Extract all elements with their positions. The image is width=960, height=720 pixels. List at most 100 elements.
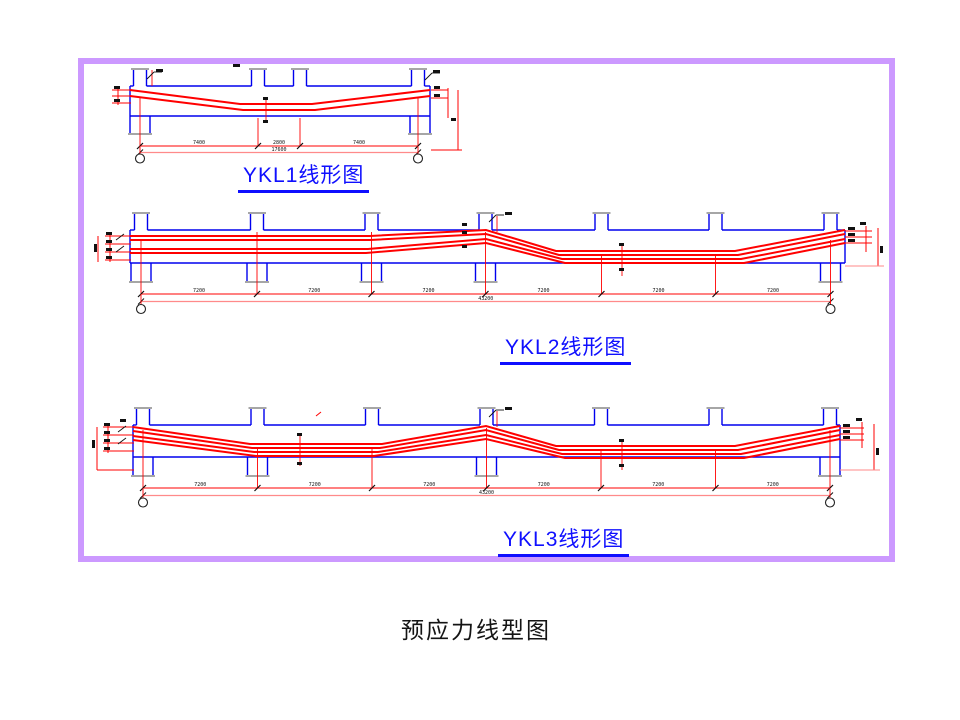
micro-dim-mark <box>848 233 855 236</box>
micro-dim-mark <box>120 419 126 422</box>
ykl2-label: YKL2线形图 <box>500 331 632 365</box>
tendon-line <box>129 95 431 111</box>
micro-dim-mark <box>104 423 110 426</box>
micro-dim-mark <box>619 243 624 246</box>
tendon-line <box>130 232 846 256</box>
grid-bubble <box>134 153 146 164</box>
detail-line <box>146 71 155 80</box>
micro-dim-mark <box>880 246 883 253</box>
micro-dim-mark <box>114 86 120 89</box>
micro-dim-mark <box>106 232 112 235</box>
tendon-line <box>132 433 841 455</box>
micro-dim-mark <box>860 222 866 225</box>
micro-dim-mark <box>104 447 110 450</box>
beam-ykl1-drawing: 7400 2800 7400 17600 <box>112 64 462 164</box>
dim-tick <box>254 484 261 492</box>
micro-dim-mark <box>114 99 120 102</box>
detail-line <box>117 425 127 433</box>
span-dim-text: 7200 <box>767 288 779 294</box>
micro-dim-mark <box>462 223 467 226</box>
detail-line <box>488 214 497 223</box>
micro-dim-mark <box>848 227 855 230</box>
span-dim-text: 7200 <box>193 288 205 294</box>
micro-dim-mark <box>106 240 112 243</box>
beam-ykl2-drawing: 7200 7200 7200 7200 7200 7200 43200 <box>94 212 884 315</box>
micro-dim-mark <box>848 239 855 242</box>
span-dim-text: 7400 <box>353 140 365 146</box>
micro-dim-mark <box>92 440 95 448</box>
span-dim-text: 7200 <box>422 288 434 294</box>
micro-dim-mark <box>434 86 440 89</box>
tendon-line <box>132 437 841 459</box>
micro-dim-mark <box>106 248 112 251</box>
dim-tick <box>712 290 719 298</box>
ykl1-label: YKL1线形图 <box>238 159 370 193</box>
figure-caption: 预应力线型图 <box>401 618 551 643</box>
micro-dim-mark <box>462 231 467 234</box>
total-dim-text: 43200 <box>479 490 494 496</box>
tendon-line <box>130 237 846 260</box>
grid-bubble <box>135 303 147 315</box>
micro-dim-mark <box>104 439 110 442</box>
micro-dim-mark <box>233 64 240 67</box>
total-dim-text: 43200 <box>478 296 493 302</box>
micro-dim-mark <box>876 448 879 455</box>
dim-tick <box>368 484 376 492</box>
tendon-line <box>129 89 431 105</box>
micro-dim-mark <box>505 407 512 410</box>
span-dim-text: 7400 <box>193 140 205 146</box>
micro-dim-mark <box>505 212 512 215</box>
detail-line <box>488 409 497 418</box>
tendon-line <box>130 241 846 264</box>
dim-tick <box>598 290 605 298</box>
span-dim-text: 7200 <box>308 288 320 294</box>
total-dim-text: 17600 <box>271 147 286 153</box>
micro-dim-mark <box>297 462 302 465</box>
dim-tick <box>712 484 719 492</box>
micro-dim-mark <box>263 120 268 123</box>
micro-dim-mark <box>843 424 850 427</box>
span-dim-text: 7200 <box>767 482 779 488</box>
tendon-line <box>130 228 846 252</box>
micro-dim-mark <box>451 118 456 121</box>
span-dim-text: 7200 <box>194 482 206 488</box>
dim-tick <box>482 290 489 298</box>
detail-line <box>315 411 322 417</box>
span-dim-text: 2800 <box>273 140 285 146</box>
grid-bubble <box>825 303 836 315</box>
span-dim-text: 7200 <box>309 482 321 488</box>
beam-ykl3-drawing: 7200 7200 7200 7200 7200 7200 43200 <box>92 407 880 508</box>
dim-tick <box>296 142 304 150</box>
detail-line <box>115 233 125 241</box>
span-dim-text: 7200 <box>537 288 549 294</box>
grid-bubble <box>137 497 149 508</box>
micro-dim-mark <box>856 418 862 421</box>
micro-dim-mark <box>843 436 850 439</box>
micro-dim-mark <box>94 244 97 252</box>
dim-tick <box>597 484 605 492</box>
grid-bubble <box>412 153 424 164</box>
micro-dim-mark <box>462 245 467 248</box>
micro-dim-mark <box>156 69 163 72</box>
span-dim-text: 7200 <box>423 482 435 488</box>
span-dim-text: 7200 <box>652 482 664 488</box>
dim-tick <box>368 290 375 298</box>
micro-dim-mark <box>619 268 624 271</box>
micro-dim-mark <box>434 94 440 97</box>
span-dim-text: 7200 <box>652 288 664 294</box>
tendon-line <box>132 424 841 447</box>
micro-dim-mark <box>433 70 440 73</box>
dim-tick <box>483 484 490 492</box>
detail-line <box>115 245 125 253</box>
micro-dim-mark <box>106 256 112 259</box>
detail-line <box>424 72 433 81</box>
span-dim-text: 7200 <box>538 482 550 488</box>
micro-dim-mark <box>843 430 850 433</box>
tendon-line <box>132 428 841 451</box>
ykl3-label: YKL3线形图 <box>498 523 630 557</box>
grid-bubble <box>824 497 836 508</box>
micro-dim-mark <box>297 433 302 436</box>
micro-dim-mark <box>263 97 268 100</box>
